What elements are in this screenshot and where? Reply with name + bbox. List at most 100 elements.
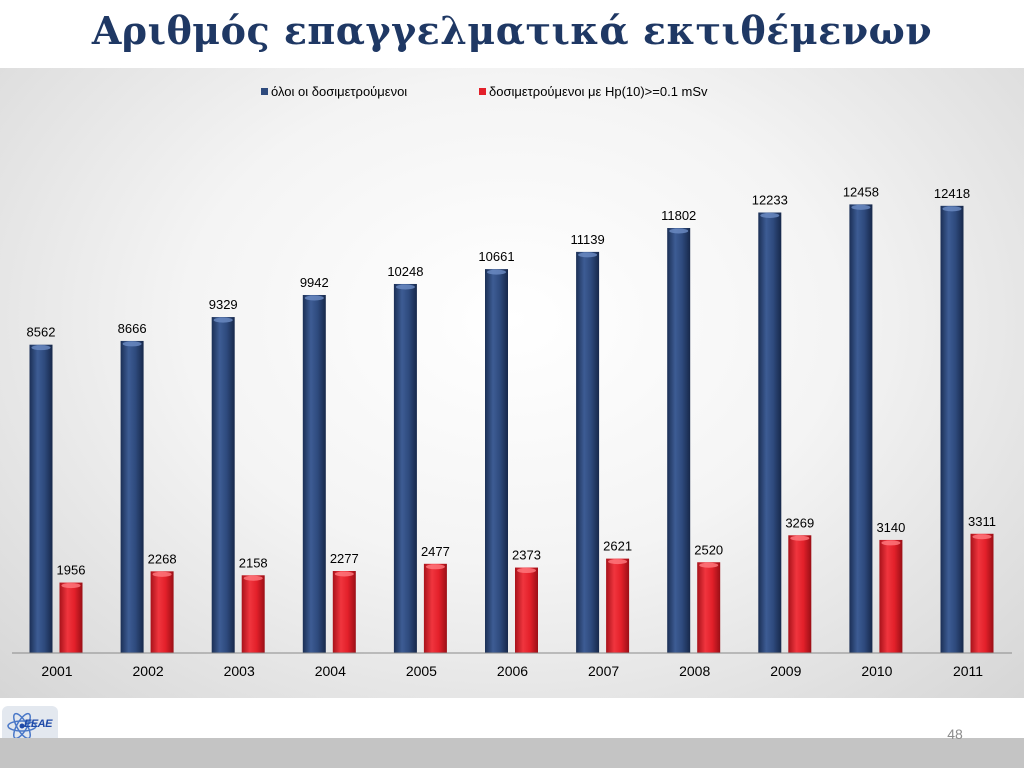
bar-body	[515, 567, 538, 653]
bar-cap	[213, 317, 233, 323]
data-label-all-2001: 8562	[27, 325, 56, 340]
bar-body	[667, 228, 691, 653]
bar-cap	[334, 571, 354, 577]
bar-body	[849, 204, 873, 653]
data-label-all-2009: 12233	[752, 192, 788, 207]
bar-all-2006	[485, 269, 508, 653]
data-label-all-2004: 9942	[300, 275, 329, 290]
data-label-dose-2003: 2158	[239, 555, 268, 570]
bar-all-2007	[576, 251, 600, 653]
bar-all-2003	[211, 317, 235, 653]
page-number: 48	[947, 726, 963, 742]
legend-item-dose: δοσιμετρούμενοι με Hp(10)>=0.1 mSv	[479, 84, 708, 99]
data-label-dose-2009: 3269	[785, 515, 814, 530]
data-label-all-2006: 10661	[478, 249, 514, 264]
bar-cap	[881, 540, 901, 546]
data-label-dose-2008: 2520	[694, 542, 723, 557]
bar-cap	[31, 345, 51, 351]
bar-body	[241, 575, 265, 653]
x-tick-label-2008: 2008	[679, 663, 710, 679]
bar-cap	[669, 228, 689, 234]
x-tick-label-2004: 2004	[315, 663, 346, 679]
bar-cap	[699, 562, 719, 568]
bar-body	[211, 317, 235, 653]
data-label-all-2007: 11139	[570, 232, 604, 247]
bar-all-2004	[302, 294, 326, 653]
bar-dose-2002	[150, 571, 174, 653]
data-label-all-2010: 12458	[843, 184, 879, 199]
bar-all-2002	[120, 340, 144, 653]
legend-label-dose: δοσιμετρούμενοι με Hp(10)>=0.1 mSv	[489, 84, 708, 99]
bar-all-2008	[667, 228, 691, 653]
bar-body	[393, 283, 417, 653]
bar-all-2001	[29, 344, 53, 653]
data-label-all-2011: 12418	[934, 186, 970, 201]
data-label-dose-2004: 2277	[330, 551, 359, 566]
bar-body	[940, 205, 964, 653]
bar-cap	[425, 564, 445, 570]
bar-body	[576, 251, 600, 653]
bar-body	[485, 269, 508, 653]
bar-cap	[608, 559, 628, 565]
data-label-all-2002: 8666	[118, 321, 147, 336]
bar-cap	[517, 568, 536, 574]
bar-cap	[304, 295, 324, 301]
bar-cap	[122, 341, 142, 347]
bar-body	[150, 571, 174, 653]
bar-cap	[760, 212, 780, 218]
x-tick-label-2007: 2007	[588, 663, 619, 679]
chart-legend: όλοι οι δοσιμετρούμενοι δοσιμετρούμενοι …	[0, 84, 1024, 100]
logo-text: ΕΕΑΕ	[24, 718, 52, 730]
bar-dose-2003	[241, 575, 265, 653]
data-label-dose-2005: 2477	[421, 544, 450, 559]
legend-swatch-all	[261, 88, 268, 95]
x-tick-label-2003: 2003	[224, 663, 255, 679]
data-label-dose-2006: 2373	[512, 548, 541, 563]
bar-cap	[152, 571, 172, 577]
chart-panel: 8562 1956 2001 8666 2268 2002 9329 2158 2003 9942…	[0, 68, 1024, 698]
bar-dose-2009	[788, 535, 812, 653]
legend-label-all: όλοι οι δοσιμετρούμενοι	[271, 84, 408, 99]
bar-dose-2001	[59, 582, 83, 653]
bar-body	[697, 562, 721, 653]
bar-dose-2007	[606, 558, 630, 653]
legend-item-all: όλοι οι δοσιμετρούμενοι	[261, 84, 407, 99]
x-tick-label-2006: 2006	[497, 663, 528, 679]
data-label-all-2005: 10248	[387, 264, 423, 279]
bar-all-2010	[849, 204, 873, 653]
data-label-all-2003: 9329	[209, 297, 238, 312]
bar-body	[332, 571, 356, 653]
bar-body	[120, 340, 144, 653]
bar-cap	[790, 535, 810, 541]
bar-cap	[243, 575, 263, 581]
data-label-dose-2011: 3311	[968, 514, 996, 529]
bar-body	[302, 294, 326, 653]
legend-swatch-dose	[479, 88, 486, 95]
x-tick-label-2011: 2011	[953, 663, 983, 679]
bar-dose-2010	[879, 539, 903, 653]
x-tick-label-2009: 2009	[770, 663, 801, 679]
x-tick-label-2005: 2005	[406, 663, 437, 679]
footer-bar	[0, 738, 1024, 768]
bar-body	[606, 558, 630, 653]
bar-body	[59, 582, 83, 653]
bar-all-2011	[940, 205, 964, 653]
bar-all-2005	[393, 283, 417, 653]
data-label-dose-2010: 3140	[876, 520, 905, 535]
bar-cap	[972, 534, 992, 540]
bar-chart: 8562 1956 2001 8666 2268 2002 9329 2158 2003 9942…	[12, 184, 1012, 679]
bar-body	[788, 535, 812, 653]
bar-body	[29, 344, 53, 653]
bar-body	[970, 533, 994, 653]
bar-body	[423, 563, 447, 653]
bar-dose-2011	[970, 533, 994, 653]
bar-body	[879, 539, 903, 653]
bar-cap	[942, 206, 962, 212]
bar-dose-2005	[423, 563, 447, 653]
x-tick-label-2001: 2001	[41, 663, 72, 679]
bar-cap	[487, 269, 506, 275]
bar-cap	[61, 583, 81, 589]
bar-dose-2008	[697, 562, 721, 653]
x-tick-label-2002: 2002	[133, 663, 164, 679]
bar-body	[758, 212, 782, 653]
